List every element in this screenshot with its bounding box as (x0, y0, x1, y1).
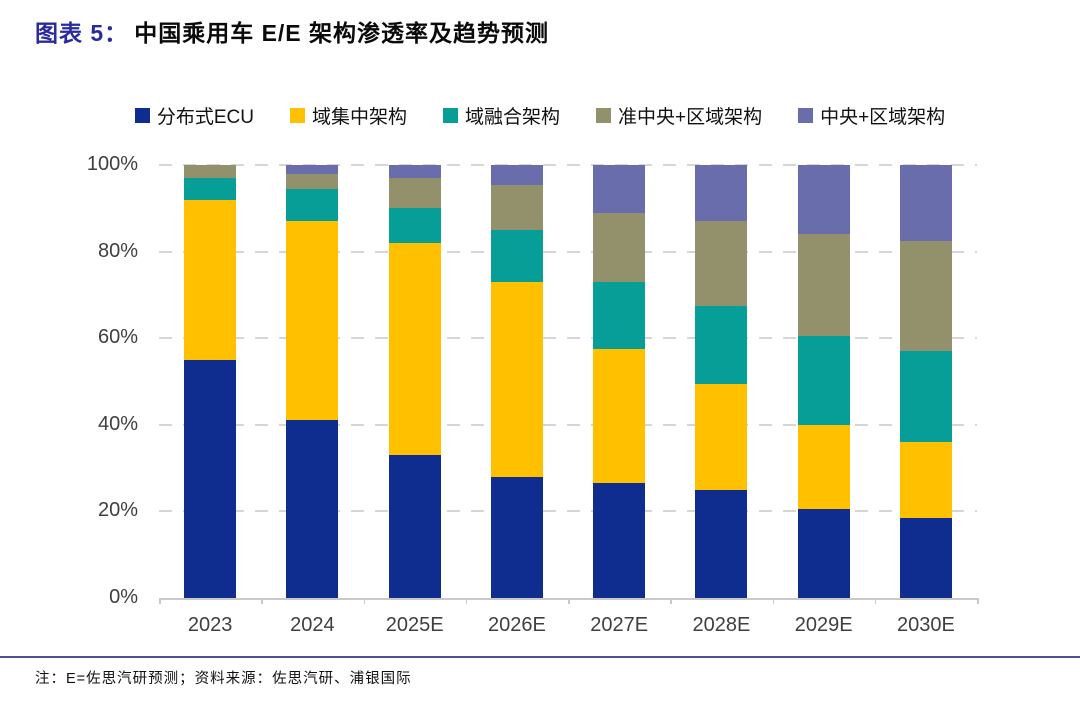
bar-segment-域融合架构 (184, 178, 237, 200)
x-tick-label-2030E: 2030E (896, 614, 955, 636)
legend-label: 域融合架构 (464, 107, 560, 128)
x-axis-tick (465, 598, 468, 604)
legend-item-2: 域集中架构 (289, 102, 407, 129)
bar-stack-2029E (797, 165, 850, 598)
x-axis-tick (568, 598, 570, 604)
bar-segment-域集中架构 (286, 221, 339, 421)
legend-label: 域集中架构 (311, 107, 407, 128)
y-tick-label: 80% (97, 239, 138, 262)
bar-segment-域融合架构 (695, 305, 748, 384)
y-tick-label: 20% (97, 499, 138, 522)
bar-segment-中央+区域架构 (490, 165, 543, 185)
footer-divider (0, 656, 1080, 658)
x-axis-tick (772, 598, 774, 604)
grid-line-60% (159, 337, 977, 340)
x-axis-tick (874, 598, 877, 604)
bar-segment-域集中架构 (593, 349, 646, 484)
bar-segment-域集中架构 (695, 383, 748, 490)
grid-line-40% (159, 423, 977, 426)
bar-segment-准中央+区域架构 (388, 178, 441, 209)
bar-segment-分布式ECU (797, 509, 850, 598)
bar-segment-准中央+区域架构 (797, 234, 850, 337)
legend-swatch-icon (289, 108, 305, 123)
bar-segment-域融合架构 (797, 336, 850, 425)
legend-swatch-icon (595, 108, 611, 123)
source-note: 注：E=佐思汽研预测；资料来源：佐思汽研、浦银国际 (35, 671, 412, 687)
legend-label: 分布式ECU (156, 107, 254, 128)
y-tick-label: 60% (97, 326, 138, 349)
legend-label: 准中央+区域架构 (617, 107, 763, 128)
x-tick-label-2029E: 2029E (794, 614, 853, 636)
bar-segment-分布式ECU (388, 455, 441, 598)
legend-item-3: 域融合架构 (442, 102, 560, 129)
bar-segment-域融合架构 (593, 281, 646, 350)
x-axis-tick (363, 598, 365, 604)
bar-segment-中央+区域架构 (593, 165, 646, 213)
bar-segment-中央+区域架构 (695, 165, 748, 222)
legend-item-5: 中央+区域架构 (798, 102, 945, 129)
bar-segment-分布式ECU (490, 476, 543, 598)
bar-stack-2024 (286, 165, 339, 598)
x-axis-tick (670, 598, 672, 604)
bar-stack-2030E (899, 165, 952, 598)
bar-segment-分布式ECU (899, 517, 952, 598)
chart-title: 图表 5： 中国乘用车 E/E 架构渗透率及趋势预测 (35, 14, 549, 48)
bar-segment-准中央+区域架构 (695, 221, 748, 306)
y-tick-label: 40% (97, 412, 138, 435)
bar-segment-域集中架构 (388, 242, 441, 456)
figure-number-label: 图表 5： (35, 20, 129, 46)
legend-swatch-icon (134, 108, 150, 123)
x-tick-label-2026E: 2026E (487, 614, 546, 636)
bar-segment-准中央+区域架构 (593, 212, 646, 282)
bar-stack-2028E (695, 165, 748, 598)
bar-stack-2025E (388, 165, 441, 598)
bar-segment-中央+区域架构 (797, 165, 850, 235)
bar-segment-分布式ECU (184, 359, 237, 598)
bar-segment-准中央+区域架构 (899, 240, 952, 352)
bar-segment-域融合架构 (899, 351, 952, 443)
legend-item-1: 分布式ECU (134, 102, 254, 129)
x-axis-tick (977, 598, 979, 604)
bar-segment-分布式ECU (695, 489, 748, 598)
chart-title-text: 中国乘用车 E/E 架构渗透率及趋势预测 (134, 20, 550, 46)
bar-segment-域集中架构 (797, 424, 850, 510)
bar-segment-域集中架构 (184, 199, 237, 360)
bar-segment-中央+区域架构 (899, 165, 952, 241)
bar-segment-域融合架构 (286, 188, 339, 222)
bar-segment-域集中架构 (899, 442, 952, 518)
x-tick-label-2028E: 2028E (692, 614, 751, 636)
chart-legend: 分布式ECU 域集中架构 域融合架构 准中央+区域架构 中央+区域架构 (0, 102, 1080, 129)
legend-label: 中央+区域架构 (820, 107, 946, 128)
bar-segment-域融合架构 (388, 208, 441, 243)
bar-segment-准中央+区域架构 (184, 165, 237, 178)
bar-segment-分布式ECU (286, 420, 339, 598)
bar-segment-准中央+区域架构 (490, 184, 543, 230)
bar-stack-2026E (490, 165, 543, 598)
x-axis-tick (261, 598, 263, 604)
x-tick-label-2027E: 2027E (590, 614, 649, 636)
grid-line-20% (159, 510, 977, 513)
bar-segment-中央+区域架构 (286, 165, 339, 174)
grid-line-100% (159, 164, 977, 166)
bar-segment-分布式ECU (593, 483, 646, 598)
x-tick-label-2023: 2023 (187, 614, 233, 636)
x-tick-label-2024: 2024 (290, 614, 335, 636)
bar-segment-域集中架构 (490, 281, 543, 477)
y-tick-label: 0% (109, 586, 138, 608)
bar-segment-域融合架构 (490, 229, 543, 282)
legend-swatch-icon (798, 108, 814, 123)
grid-line-80% (159, 250, 977, 253)
bar-segment-准中央+区域架构 (286, 173, 339, 189)
legend-swatch-icon (442, 108, 458, 123)
bar-segment-中央+区域架构 (388, 165, 441, 178)
y-tick-label: 100% (86, 153, 138, 175)
bar-stack-2027E (593, 165, 646, 598)
x-axis-tick (159, 598, 161, 604)
x-tick-label-2025E: 2025E (385, 614, 444, 636)
legend-item-4: 准中央+区域架构 (595, 102, 763, 129)
bar-stack-2023 (184, 165, 237, 598)
